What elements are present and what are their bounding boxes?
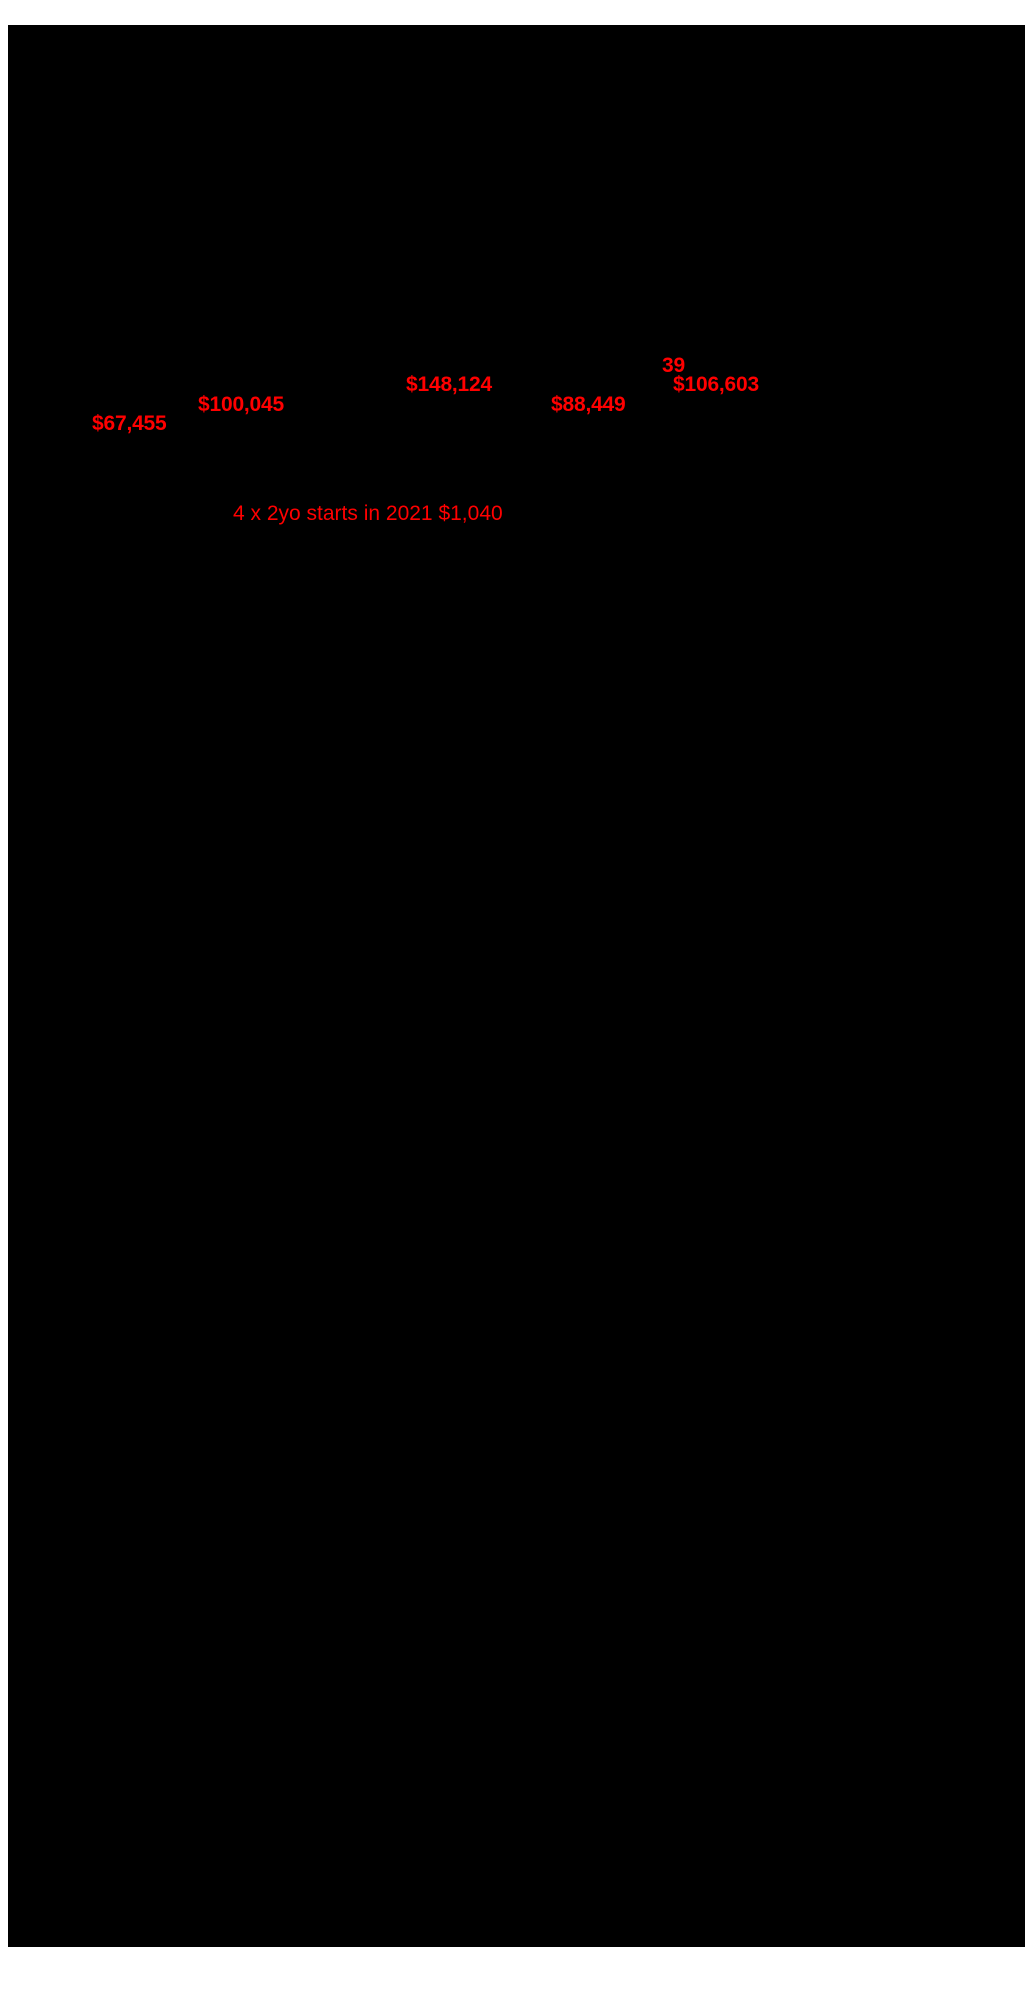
annotation-earnings-3: $148,124: [406, 373, 492, 396]
annotation-earnings-1: $67,455: [92, 412, 167, 435]
dark-canvas-panel: $67,455 $100,045 $148,124 $88,449 39 $106,603…: [8, 25, 1025, 1947]
annotation-count-badge: 39: [662, 354, 685, 377]
annotation-earnings-5: $106,603: [673, 373, 759, 396]
annotation-earnings-4: $88,449: [551, 393, 626, 416]
annotation-earnings-2: $100,045: [198, 393, 284, 416]
annotation-starts-caption: 4 x 2yo starts in 2021 $1,040: [233, 502, 503, 525]
